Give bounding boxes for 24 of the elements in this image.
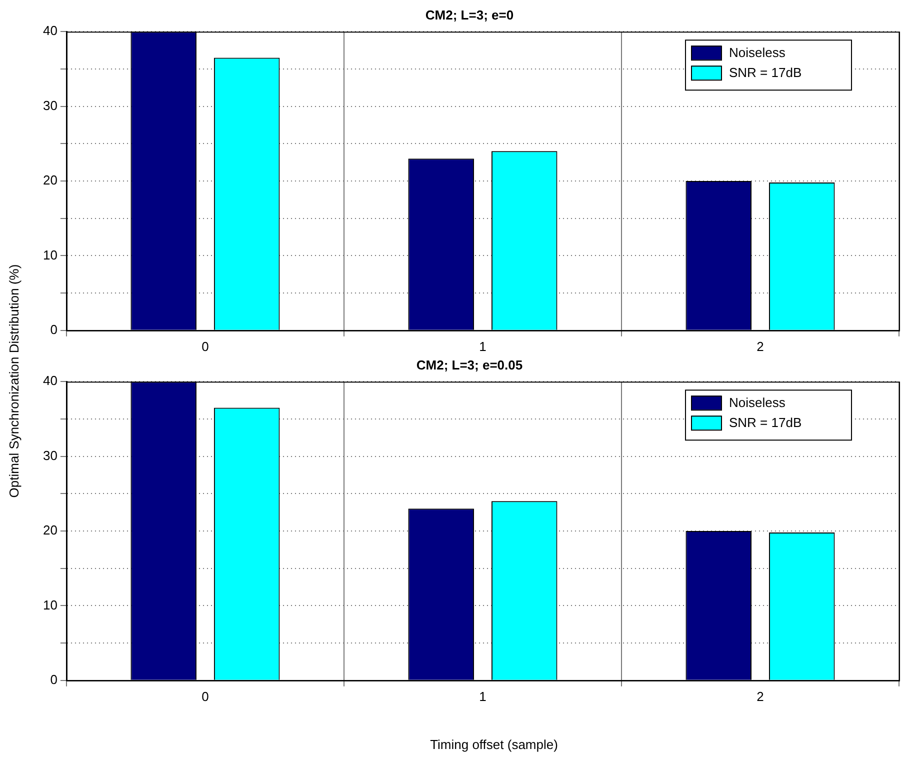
x-axis-title: Timing offset (sample) xyxy=(430,737,558,752)
legend-label: Noiseless xyxy=(729,45,786,60)
y-tick-label: 20 xyxy=(42,172,58,188)
y-tick-label: 30 xyxy=(42,448,58,463)
chart-title: CM2; L=3; e=0 xyxy=(425,7,514,22)
chart-title: CM2; L=3; e=0.05 xyxy=(416,357,523,372)
x-tick-label: 2 xyxy=(756,338,764,354)
y-axis-title: Optimal Synchronization Distribution (%) xyxy=(6,264,22,498)
x-tick-label: 1 xyxy=(479,688,486,704)
y-tick-label: 0 xyxy=(50,322,58,337)
y-tick-label: 30 xyxy=(42,98,58,113)
legend-label: SNR = 17dB xyxy=(729,415,802,430)
x-tick-label: 0 xyxy=(202,338,209,354)
y-tick-label: 0 xyxy=(50,672,58,687)
y-tick-label: 10 xyxy=(42,247,58,262)
y-tick-label: 40 xyxy=(42,373,58,388)
legend-label: Noiseless xyxy=(729,395,786,410)
y-tick-label: 40 xyxy=(42,23,58,38)
x-tick-label: 2 xyxy=(756,688,764,704)
x-tick-label: 0 xyxy=(202,688,209,704)
x-tick-label: 1 xyxy=(479,338,486,354)
y-tick-label: 10 xyxy=(42,597,58,612)
legend-label: SNR = 17dB xyxy=(729,65,802,80)
y-tick-label: 20 xyxy=(42,522,58,538)
